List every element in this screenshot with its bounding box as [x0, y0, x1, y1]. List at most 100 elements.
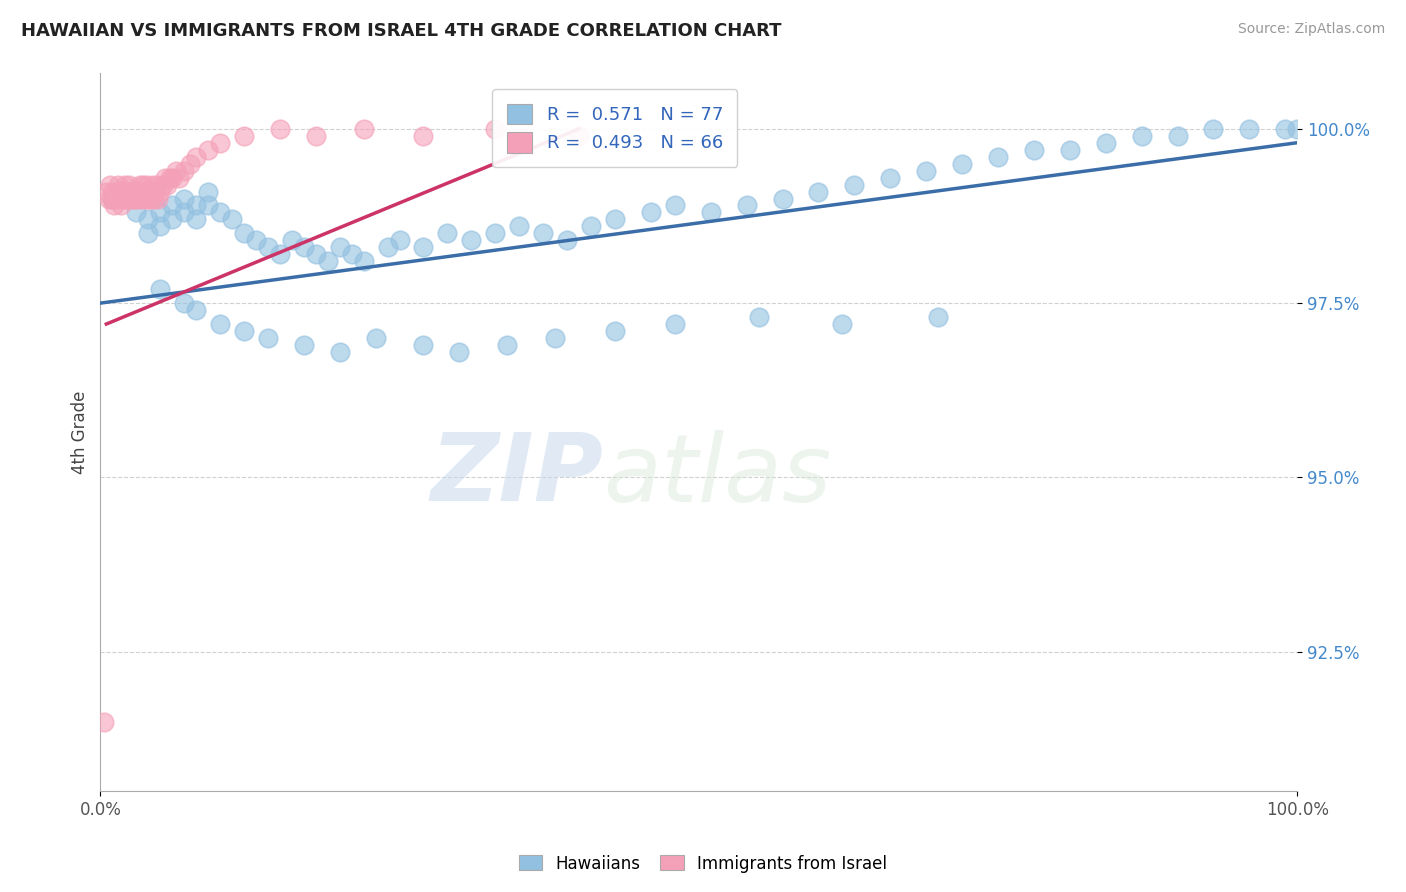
Point [915, 163, 938, 178]
Point [197, 198, 219, 212]
Point [460, 233, 482, 247]
Point [104, 185, 127, 199]
Point [1022, 143, 1045, 157]
Point [233, 128, 256, 143]
Point [1166, 128, 1188, 143]
Point [104, 192, 127, 206]
Point [120, 185, 142, 199]
Point [114, 178, 136, 192]
Point [136, 212, 159, 227]
Point [134, 192, 156, 206]
Point [245, 233, 267, 247]
Point [124, 192, 146, 206]
Point [292, 338, 315, 352]
Point [128, 178, 150, 192]
Point [1059, 143, 1081, 157]
Point [772, 192, 794, 206]
Point [412, 128, 434, 143]
Legend: R =  0.571   N = 77, R =  0.493   N = 66: R = 0.571 N = 77, R = 0.493 N = 66 [492, 89, 737, 167]
Point [316, 254, 339, 268]
Point [353, 121, 375, 136]
Point [112, 192, 135, 206]
Point [1202, 121, 1225, 136]
Point [329, 345, 352, 359]
Point [640, 205, 662, 219]
Point [1239, 121, 1261, 136]
Point [145, 185, 167, 199]
Point [377, 240, 399, 254]
Point [831, 317, 853, 331]
Point [117, 192, 139, 206]
Text: HAWAIIAN VS IMMIGRANTS FROM ISRAEL 4TH GRADE CORRELATION CHART: HAWAIIAN VS IMMIGRANTS FROM ISRAEL 4TH G… [21, 22, 782, 40]
Point [118, 178, 141, 192]
Point [329, 240, 352, 254]
Point [125, 205, 148, 219]
Point [1286, 121, 1309, 136]
Point [128, 185, 150, 199]
Point [156, 178, 179, 192]
Point [145, 178, 167, 192]
Point [141, 185, 163, 199]
Point [143, 192, 166, 206]
Point [748, 310, 770, 324]
Point [1130, 128, 1153, 143]
Point [305, 247, 328, 261]
Point [927, 310, 949, 324]
Point [568, 128, 591, 143]
Point [603, 324, 626, 338]
Point [184, 150, 207, 164]
Point [93, 714, 115, 729]
Point [135, 185, 157, 199]
Point [108, 192, 131, 206]
Point [508, 219, 530, 234]
Point [292, 240, 315, 254]
Point [160, 212, 183, 227]
Point [664, 198, 686, 212]
Point [111, 192, 134, 206]
Point [160, 170, 183, 185]
Point [197, 185, 219, 199]
Point [165, 163, 187, 178]
Point [184, 212, 207, 227]
Point [257, 240, 280, 254]
Point [153, 170, 176, 185]
Point [664, 317, 686, 331]
Point [96, 185, 118, 199]
Text: ZIP: ZIP [430, 429, 603, 521]
Point [101, 192, 124, 206]
Point [184, 198, 207, 212]
Point [101, 192, 124, 206]
Point [120, 192, 142, 206]
Text: Source: ZipAtlas.com: Source: ZipAtlas.com [1237, 22, 1385, 37]
Point [412, 240, 434, 254]
Point [139, 192, 162, 206]
Point [184, 303, 207, 318]
Point [97, 192, 120, 206]
Point [107, 178, 129, 192]
Point [197, 143, 219, 157]
Point [950, 156, 973, 170]
Point [149, 282, 172, 296]
Point [138, 185, 160, 199]
Text: atlas: atlas [603, 430, 831, 521]
Point [121, 192, 143, 206]
Point [555, 233, 578, 247]
Point [169, 170, 191, 185]
Point [412, 338, 434, 352]
Point [269, 121, 291, 136]
Point [159, 170, 181, 185]
Point [101, 185, 124, 199]
Point [179, 156, 201, 170]
Point [136, 227, 159, 241]
Point [98, 178, 121, 192]
Point [269, 247, 291, 261]
Point [132, 178, 155, 192]
Point [449, 345, 471, 359]
Point [110, 198, 132, 212]
Point [173, 205, 195, 219]
Point [136, 178, 159, 192]
Point [388, 233, 411, 247]
Legend: Hawaiians, Immigrants from Israel: Hawaiians, Immigrants from Israel [512, 848, 894, 880]
Point [233, 324, 256, 338]
Point [208, 317, 231, 331]
